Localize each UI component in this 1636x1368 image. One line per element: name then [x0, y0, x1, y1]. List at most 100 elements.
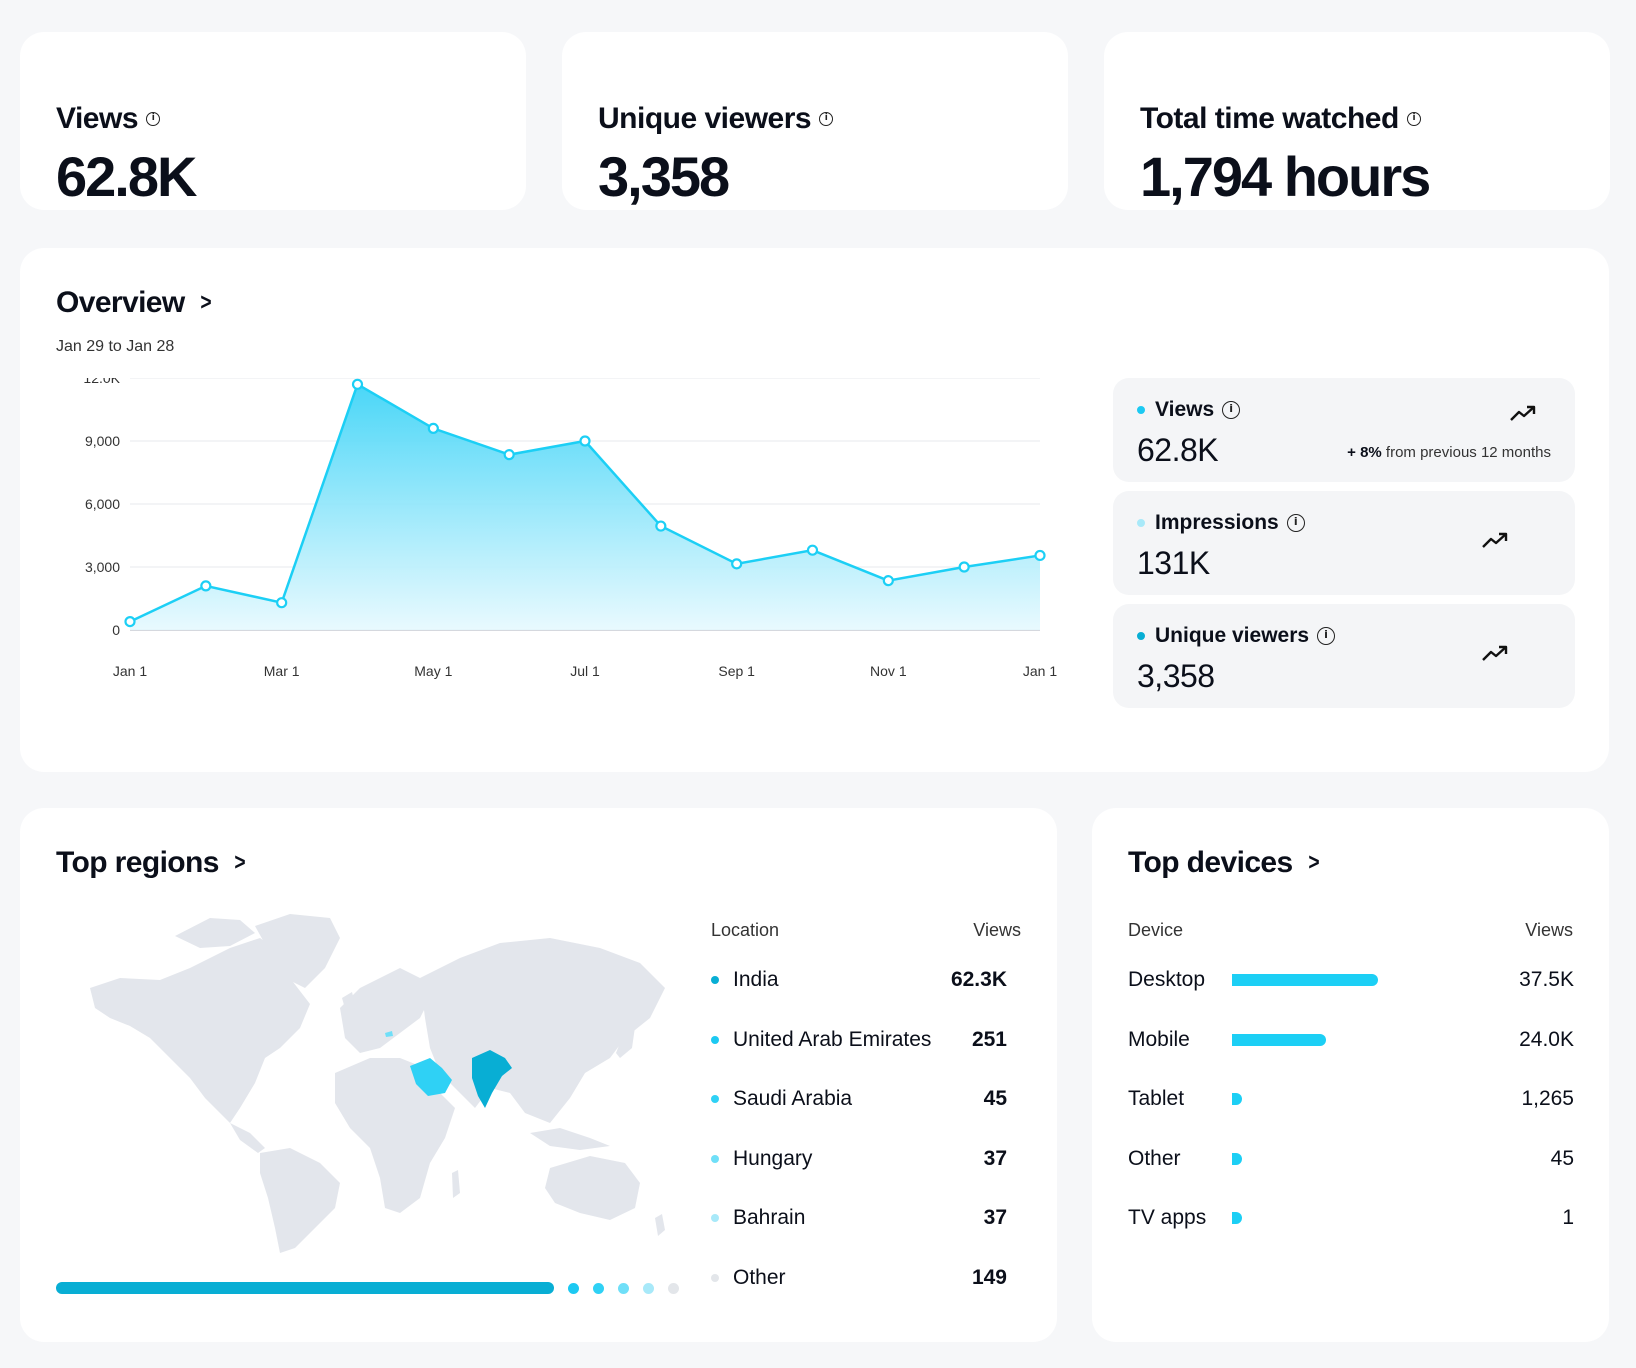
chart-point[interactable] [731, 558, 743, 570]
info-icon[interactable]: i [146, 112, 161, 126]
y-tick-label: 3,000 [85, 559, 120, 575]
device-views: 37.5K [1519, 968, 1574, 991]
series-dot [711, 1154, 719, 1163]
stat-value: 62.8K [56, 145, 197, 208]
trending-up-icon [1482, 532, 1508, 548]
map-pager [56, 1282, 679, 1294]
pager-dot[interactable] [643, 1282, 654, 1294]
column-header-location: Location [711, 920, 780, 940]
column-header-views: Views [973, 920, 1021, 940]
y-tick-label: 9,000 [85, 433, 120, 449]
metric-label: Impressions [1155, 511, 1279, 534]
info-icon[interactable]: i [1222, 401, 1241, 419]
device-row[interactable]: Tablet 1,265 [1128, 1084, 1574, 1114]
chart-point[interactable] [806, 544, 819, 556]
map-se-asia-islands [530, 1128, 610, 1150]
chart-point[interactable] [579, 435, 591, 447]
region-row[interactable]: Hungary 37 [711, 1144, 1007, 1174]
chart-point[interactable] [351, 378, 364, 390]
pager-dot[interactable] [668, 1282, 679, 1294]
map-japan [616, 1020, 636, 1058]
region-row[interactable]: Other 149 [711, 1263, 1007, 1293]
stat-label: Views [56, 102, 139, 135]
pager-dot[interactable] [568, 1282, 579, 1294]
chart-point[interactable] [958, 561, 970, 573]
overview-card: Overview > Jan 29 to Jan 28 0 3,000 6,000 9… [20, 248, 1609, 772]
region-views: 45 [983, 1087, 1007, 1110]
region-row[interactable]: Bahrain 37 [711, 1203, 1007, 1233]
region-name: Bahrain [733, 1206, 806, 1229]
info-icon[interactable]: i [819, 112, 834, 126]
top-regions-card: Top regions > [20, 808, 1057, 1342]
region-row[interactable]: Saudi Arabia 45 [711, 1084, 1007, 1114]
chart-point[interactable] [1034, 549, 1046, 562]
chart-point[interactable] [124, 616, 136, 628]
region-views: 37 [983, 1206, 1007, 1229]
device-views: 1 [1562, 1206, 1574, 1229]
metric-impressions[interactable]: Impressions i 131K [1113, 491, 1575, 595]
metric-label: Views [1155, 398, 1215, 421]
metric-change: + 8% from previous 12 months [1347, 444, 1551, 461]
chart-point[interactable] [427, 422, 439, 435]
chart-point[interactable] [503, 449, 515, 461]
overview-chart: 0 3,000 6,000 9,000 12.0K Jan 1 Mar 1 May 1 Jul … [83, 378, 1057, 679]
top-devices-title-link[interactable]: Top devices > [1128, 846, 1320, 880]
device-row[interactable]: Mobile 24.0K [1128, 1025, 1574, 1055]
series-dot [711, 1035, 719, 1044]
device-name: Desktop [1128, 968, 1206, 991]
device-row[interactable]: Other 45 [1128, 1144, 1574, 1174]
y-tick-label: 6,000 [85, 496, 120, 512]
map-greenland [255, 914, 340, 988]
top-regions-title-link[interactable]: Top regions > [56, 846, 246, 880]
chart-point[interactable] [882, 575, 894, 587]
chevron-right-icon: > [1307, 849, 1319, 876]
metric-views[interactable]: Views i 62.8K + 8% from previous 12 mont… [1113, 378, 1575, 482]
region-row[interactable]: India 62.3K [711, 965, 1007, 995]
pager-active-bar[interactable] [56, 1282, 554, 1294]
trending-up-icon [1510, 405, 1536, 421]
chevron-right-icon: > [199, 289, 211, 316]
metric-unique-viewers[interactable]: Unique viewers i 3,358 [1113, 604, 1575, 708]
region-name: United Arab Emirates [733, 1027, 932, 1051]
x-tick-label: Jul 1 [570, 663, 600, 679]
stat-card-unique-viewers: Unique viewers i 3,358 [562, 32, 1068, 210]
chart-area-fill [130, 384, 1040, 630]
info-icon[interactable]: i [1317, 627, 1336, 645]
map-south-america [260, 1148, 340, 1253]
series-dot [1137, 519, 1145, 527]
map-madagascar [452, 1170, 460, 1198]
region-views: 149 [971, 1265, 1007, 1289]
region-row[interactable]: United Arab Emirates 251 [711, 1025, 1007, 1055]
series-dot [1137, 406, 1145, 414]
stat-value: 3,358 [598, 145, 730, 208]
device-row[interactable]: Desktop 37.5K [1128, 965, 1574, 995]
map-north-america [90, 938, 310, 1123]
stat-label: Total time watched [1140, 102, 1399, 135]
device-share-bar [1232, 1093, 1242, 1105]
device-share-bar [1232, 1033, 1326, 1046]
stat-card-total-time: Total time watched i 1,794 hours [1104, 32, 1610, 210]
chevron-right-icon: > [234, 849, 245, 876]
map-arctic-islands [175, 918, 255, 948]
metric-label: Unique viewers [1155, 624, 1310, 647]
info-icon[interactable]: i [1406, 112, 1421, 126]
chart-point[interactable] [276, 597, 288, 609]
metric-value: 3,358 [1137, 658, 1215, 694]
x-tick-label: Mar 1 [264, 663, 300, 679]
series-dot [711, 1214, 719, 1222]
overview-title-link[interactable]: Overview > [56, 286, 212, 320]
series-dot [711, 1273, 719, 1282]
pager-dot[interactable] [618, 1282, 629, 1294]
device-share-bar [1232, 1212, 1242, 1224]
device-views: 24.0K [1519, 1027, 1574, 1051]
info-icon[interactable]: i [1286, 514, 1305, 532]
top-devices-card: Top devices > Device Views Desktop 37.5K M… [1092, 808, 1609, 1342]
chart-point[interactable] [655, 520, 667, 532]
x-tick-label: Nov 1 [870, 663, 907, 679]
stat-value: 1,794 hours [1140, 145, 1431, 208]
pager-dot[interactable] [593, 1282, 604, 1294]
chart-point[interactable] [200, 580, 212, 592]
region-name: Saudi Arabia [733, 1087, 853, 1110]
series-dot [1137, 632, 1145, 640]
device-row[interactable]: TV apps 1 [1128, 1203, 1574, 1233]
